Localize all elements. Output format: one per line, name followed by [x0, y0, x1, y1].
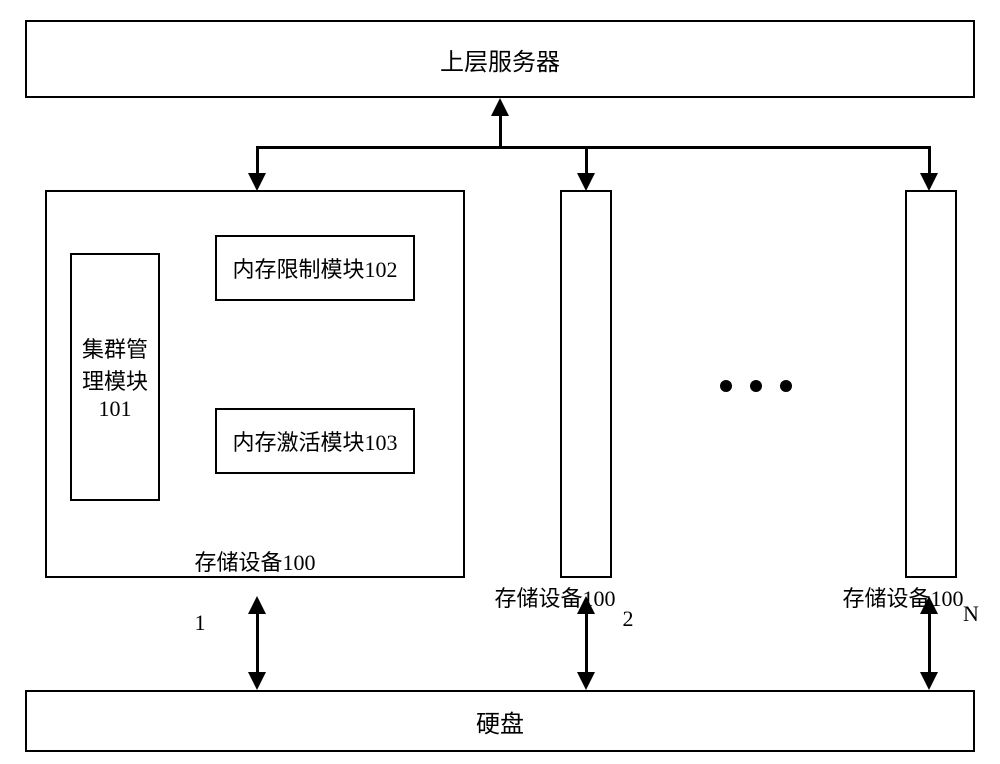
dot-icon: [750, 380, 762, 392]
cluster-mgmt-label: 集群管理模块101: [76, 332, 154, 422]
dot-icon: [720, 380, 732, 392]
index-text: N: [963, 601, 979, 626]
storage-device-label: 存储设备100: [480, 581, 630, 613]
mem-activate-label: 内存激活模块103: [232, 425, 397, 457]
device-index-label: 1: [185, 610, 215, 636]
device-label-text: 存储设备100: [494, 586, 615, 611]
ellipsis-icon: [720, 380, 792, 392]
connector-line: [499, 112, 502, 148]
connector-line: [585, 146, 588, 175]
bottom-disk-box: 硬盘: [25, 690, 975, 752]
index-text: 2: [623, 606, 634, 631]
connector-line: [256, 146, 259, 175]
storage-device-box-2: [560, 190, 612, 578]
arrow-down-icon: [248, 672, 266, 690]
mem-limit-module: 内存限制模块102: [215, 235, 415, 301]
index-text: 1: [195, 610, 206, 635]
connector-line: [928, 146, 931, 175]
connector-line: [928, 610, 931, 674]
arrow-down-icon: [920, 173, 938, 191]
top-server-label: 上层服务器: [440, 42, 560, 77]
mem-limit-label: 内存限制模块102: [232, 252, 397, 284]
cluster-mgmt-module: 集群管理模块101: [70, 253, 160, 501]
bottom-disk-label: 硬盘: [476, 704, 524, 739]
storage-device-label: 存储设备100: [180, 545, 330, 577]
dot-icon: [780, 380, 792, 392]
device-index-label: 2: [613, 606, 643, 632]
mem-activate-module: 内存激活模块103: [215, 408, 415, 474]
diagram-canvas: 上层服务器 存储设备100 集群管理模块101 内存限制模块102 内存激活模块…: [0, 0, 1000, 764]
top-server-box: 上层服务器: [25, 20, 975, 98]
connector-line: [256, 610, 259, 674]
device-label-text: 存储设备100: [194, 550, 315, 575]
arrow-down-icon: [920, 672, 938, 690]
device-label-text: 存储设备100: [842, 586, 963, 611]
arrow-down-icon: [577, 173, 595, 191]
connector-line: [585, 610, 588, 674]
arrow-down-icon: [248, 173, 266, 191]
arrow-down-icon: [577, 672, 595, 690]
storage-device-box-n: [905, 190, 957, 578]
connector-line: [256, 146, 931, 149]
device-index-label: N: [956, 601, 986, 627]
